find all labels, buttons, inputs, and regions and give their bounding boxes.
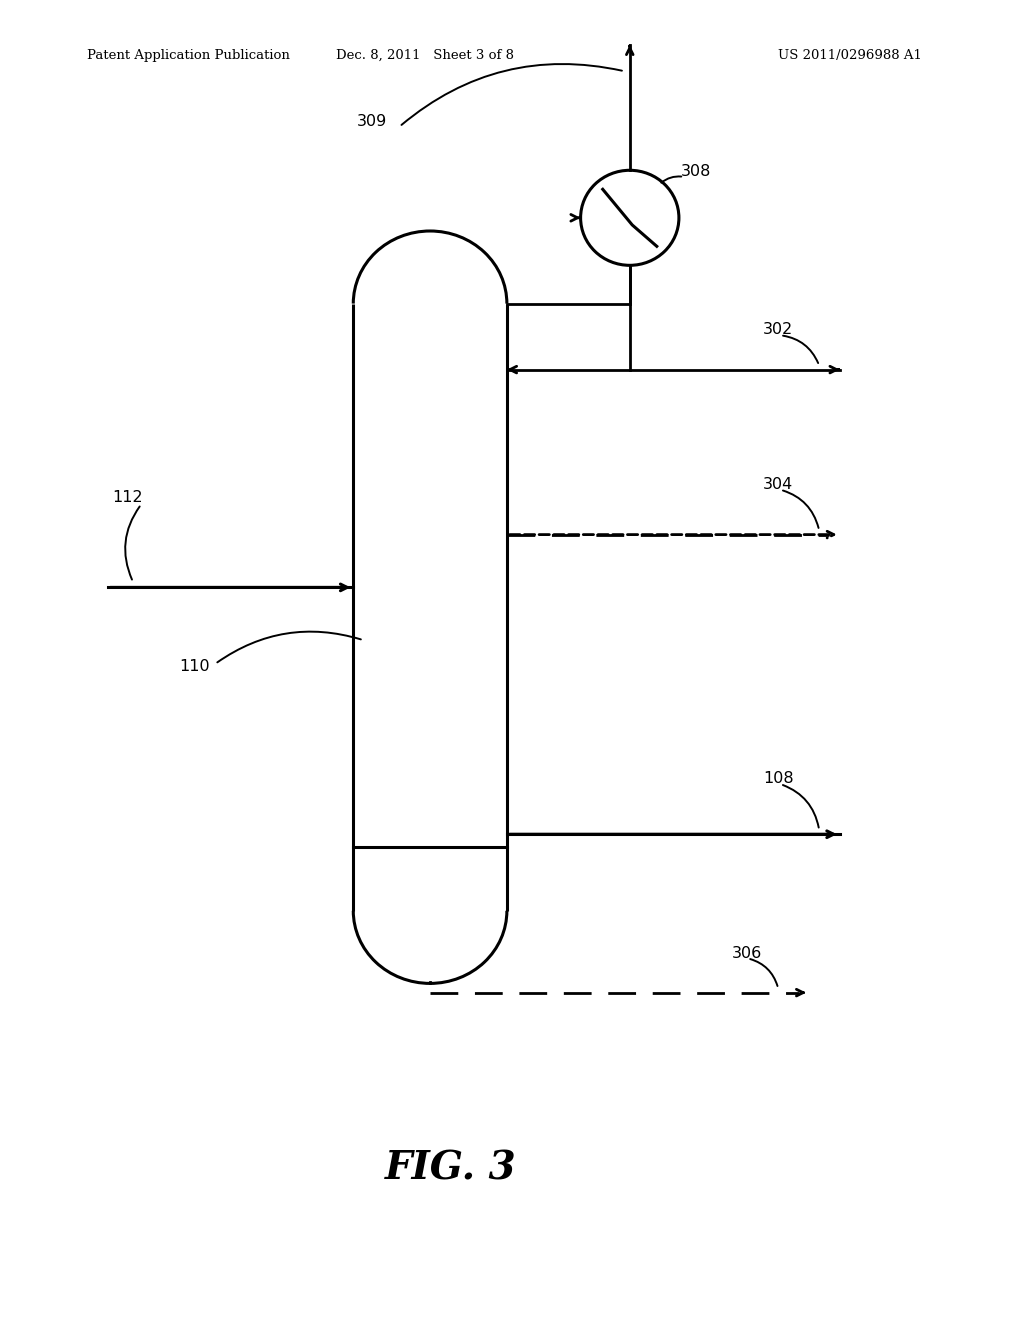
Text: Patent Application Publication: Patent Application Publication (87, 49, 290, 62)
Text: FIG. 3: FIG. 3 (385, 1150, 516, 1187)
Text: US 2011/0296988 A1: US 2011/0296988 A1 (778, 49, 923, 62)
Text: 308: 308 (681, 164, 712, 180)
Text: 309: 309 (356, 114, 387, 129)
Text: 108: 108 (763, 771, 794, 787)
Text: 110: 110 (179, 659, 210, 675)
Text: 112: 112 (113, 490, 143, 506)
Text: 304: 304 (763, 477, 794, 492)
Text: Dec. 8, 2011   Sheet 3 of 8: Dec. 8, 2011 Sheet 3 of 8 (336, 49, 514, 62)
Text: 306: 306 (732, 945, 763, 961)
Text: 302: 302 (763, 322, 794, 338)
